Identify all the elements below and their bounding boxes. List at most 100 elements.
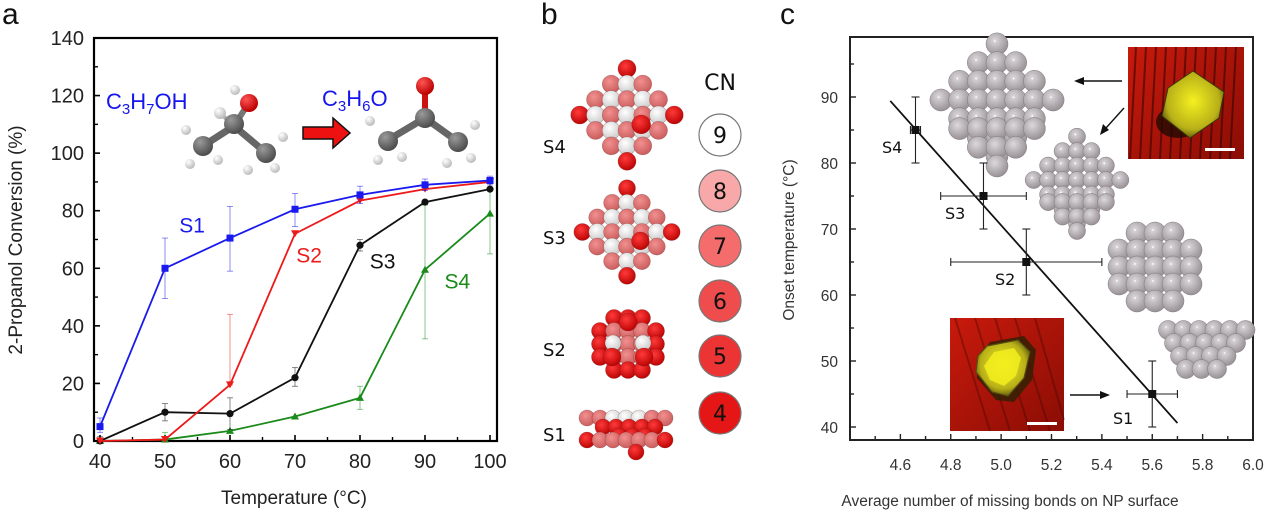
y-tick-label: 40 [821, 420, 839, 437]
arrowhead-icon [1100, 124, 1109, 135]
nanoparticle-s2-icon [591, 309, 665, 379]
tem-inset-octahedron-image [1128, 46, 1244, 160]
data-point-s1 [1126, 360, 1178, 428]
arrow-to-octahedron-small [1105, 107, 1125, 129]
sample-label-s4: S4 [543, 137, 566, 158]
cn-swatch [698, 391, 742, 435]
series-group-a [96, 175, 494, 445]
data-point-s1 [486, 176, 494, 184]
panel-letter-b: b [541, 0, 558, 31]
data-point-s4 [356, 393, 364, 401]
grey-nanoparticle-cuboctahedron-icon [1107, 221, 1203, 313]
y-axis-title-a: 2-Propanol Conversion (%) [6, 125, 27, 354]
data-point-s1 [291, 205, 299, 213]
data-point-s1 [96, 423, 104, 431]
y-tick-label: 120 [51, 86, 84, 108]
product-formula: C3H6O [322, 86, 388, 115]
y-tick-label: 100 [51, 143, 84, 165]
x-tick-label: 5.8 [1192, 457, 1214, 474]
cn-swatch [698, 224, 742, 268]
y-tick-label: 80 [62, 201, 84, 223]
y-tick-label: 70 [821, 222, 839, 239]
cn-legend-item-4: 4 [698, 391, 742, 435]
marker-square [1022, 258, 1031, 266]
y-tick-label: 90 [821, 90, 839, 107]
data-point-s1 [421, 181, 429, 189]
x-axis-title-a: Temperature (°C) [221, 488, 367, 509]
data-point-s1 [161, 264, 169, 272]
x-tick-label: 60 [219, 451, 241, 473]
cn-legend-item-8: 8 [698, 169, 742, 213]
grey-nanoparticle-octahedron-large-icon [929, 32, 1065, 178]
series-line-s4 [99, 212, 491, 442]
point-label-s2: S2 [995, 270, 1015, 289]
data-point-s1 [356, 191, 364, 199]
data-point-s3 [421, 198, 429, 206]
data-point-s4 [486, 209, 494, 217]
x-tick-label: 70 [284, 451, 306, 473]
x-tick-label: 6.0 [1242, 457, 1264, 474]
data-point-s3 [940, 162, 1027, 230]
cn-swatch [698, 113, 742, 157]
formula-part: C [106, 89, 122, 114]
x-tick-label: 90 [414, 451, 436, 473]
panel-letter-a: a [2, 0, 19, 31]
series-label-s2: S2 [296, 245, 322, 268]
cn-value: 7 [713, 235, 727, 260]
data-point-s2 [950, 228, 1103, 296]
data-point-s4 [909, 96, 922, 164]
y-tick-label: 140 [51, 28, 84, 50]
formula-part: OH [154, 89, 187, 114]
marker-square [979, 192, 988, 200]
y-tick-label: 40 [62, 316, 84, 338]
arrowhead-icon [1074, 77, 1084, 85]
x-tick-label: 50 [154, 451, 176, 473]
point-label-s3: S3 [945, 204, 965, 223]
x-tick-label: 100 [473, 451, 506, 473]
x-tick-label: 5.4 [1091, 457, 1113, 474]
pointer-arrows [1070, 77, 1125, 399]
formula-subscript: 3 [122, 101, 130, 118]
cn-legend-title: CN [704, 71, 736, 96]
tick-labels-c: 4.6 4.8 5.0 5.2 5.4 5.6 5.8 6.0 40 50 60 70 80 90 [821, 90, 1264, 474]
acetone-molecule-icon [365, 77, 480, 168]
data-point-s4 [291, 412, 299, 420]
y-tick-label: 0 [73, 431, 84, 453]
formula-subscript: 3 [338, 98, 346, 115]
data-point-s2 [226, 381, 234, 389]
nanoparticle-s3-icon [573, 179, 681, 285]
marker-square [1148, 390, 1157, 398]
tem-inset-truncated-image [950, 317, 1065, 432]
formula-part: H [130, 89, 146, 114]
sample-label-s2: S2 [543, 340, 566, 361]
x-axis-title-c: Average number of missing bonds on NP su… [841, 493, 1178, 510]
nanoparticle-s4-icon [570, 59, 684, 171]
point-label-s1: S1 [1113, 409, 1133, 428]
formula-subscript: 6 [362, 98, 370, 115]
data-point-s4 [421, 265, 429, 273]
point-label-s4: S4 [882, 138, 902, 157]
isopropanol-molecule-icon [181, 85, 288, 175]
data-point-s4 [226, 426, 234, 434]
panel-letter-c: c [780, 0, 795, 31]
cn-legend-item-6: 6 [698, 279, 742, 323]
x-tick-label: 4.8 [940, 457, 962, 474]
data-point-s2 [161, 436, 169, 444]
y-tick-label: 20 [62, 373, 84, 395]
cn-legend-item-9: 9 [698, 113, 742, 157]
reactant-formula: C3H7OH [106, 89, 187, 118]
series-label-s3: S3 [370, 250, 396, 273]
tick-labels-a: 40 50 60 70 80 90 100 0 20 40 60 80 100 120 140 [51, 28, 507, 473]
data-point-s3 [486, 185, 494, 193]
y-axis-title-c: Onset temperature (°C) [781, 159, 798, 320]
formula-part: H [346, 86, 362, 111]
cn-swatch [698, 334, 742, 378]
cn-swatch [698, 279, 742, 323]
x-tick-label: 4.6 [890, 457, 912, 474]
panel-a-chart: 40 50 60 70 80 90 100 0 20 40 60 80 100 120 140 S1 S2 S3… [6, 28, 507, 509]
cn-value: 9 [713, 124, 727, 149]
x-tick-label: 80 [349, 451, 371, 473]
formula-subscript: 7 [146, 101, 154, 118]
grey-nanoparticle-octahedron-small-icon [1024, 127, 1130, 240]
